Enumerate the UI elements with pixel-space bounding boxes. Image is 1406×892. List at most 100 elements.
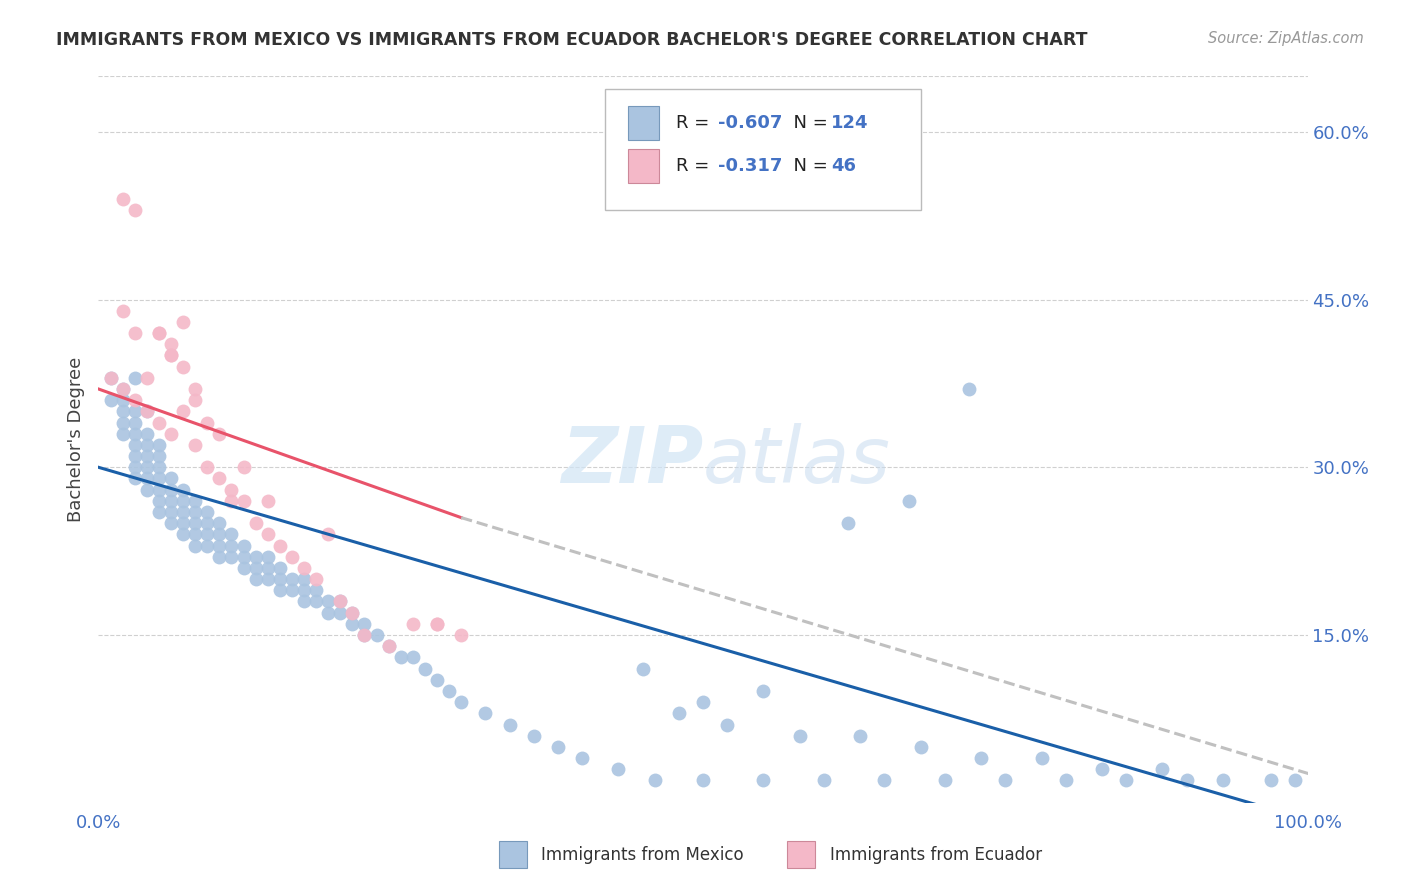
Text: Source: ZipAtlas.com: Source: ZipAtlas.com [1208,31,1364,46]
Text: IMMIGRANTS FROM MEXICO VS IMMIGRANTS FROM ECUADOR BACHELOR'S DEGREE CORRELATION : IMMIGRANTS FROM MEXICO VS IMMIGRANTS FRO… [56,31,1088,49]
Point [124,393,146,408]
Point [292,594,315,608]
Point [100,371,122,385]
Point [413,662,436,676]
Point [184,527,207,541]
Point [208,527,231,541]
Point [184,393,207,408]
Point [813,773,835,788]
Point [135,404,157,418]
Point [124,404,146,418]
Point [1284,773,1306,788]
Point [172,505,194,519]
Point [184,493,207,508]
Point [232,549,254,564]
Point [316,527,339,541]
Point [305,594,328,608]
Point [124,202,146,217]
Point [281,572,304,586]
Point [124,438,146,452]
Point [256,561,278,575]
Point [245,561,267,575]
Point [221,493,243,508]
Point [523,729,546,743]
Point [474,706,496,721]
Point [232,493,254,508]
Y-axis label: Bachelor's Degree: Bachelor's Degree [66,357,84,522]
Point [172,527,194,541]
Point [1054,773,1077,788]
Point [148,493,170,508]
Point [269,572,291,586]
Point [160,483,183,497]
Point [208,471,231,485]
Point [426,673,449,687]
Point [111,404,134,418]
Point [100,371,122,385]
Point [1152,762,1174,776]
Point [752,773,775,788]
Point [232,561,254,575]
Point [631,662,654,676]
Point [148,449,170,463]
Point [329,594,352,608]
Point [184,438,207,452]
Point [342,616,364,631]
Point [450,695,472,709]
Point [111,382,134,396]
Point [221,549,243,564]
Point [148,471,170,485]
Point [124,449,146,463]
Point [1031,751,1053,765]
Point [342,606,364,620]
Point [245,572,267,586]
Point [184,516,207,531]
Point [329,594,352,608]
Point [111,192,134,206]
Point [195,539,218,553]
Point [124,371,146,385]
Point [897,493,920,508]
Point [934,773,956,788]
Point [692,695,714,709]
Point [160,516,183,531]
Point [184,539,207,553]
Point [208,549,231,564]
Point [970,751,993,765]
Point [135,460,157,475]
Point [135,404,157,418]
Point [256,572,278,586]
Point [208,516,231,531]
Text: atlas: atlas [703,423,891,500]
Point [789,729,811,743]
Point [292,572,315,586]
Point [1115,773,1137,788]
Point [426,616,449,631]
Point [245,516,267,531]
Point [389,650,412,665]
Text: N =: N = [782,114,834,132]
Point [124,326,146,340]
Point [256,493,278,508]
Point [329,606,352,620]
Point [377,639,399,653]
Point [135,371,157,385]
Point [837,516,859,531]
Text: Immigrants from Ecuador: Immigrants from Ecuador [830,846,1042,863]
Point [148,326,170,340]
Point [402,650,425,665]
Point [111,416,134,430]
Point [221,483,243,497]
Point [111,426,134,441]
Point [195,460,218,475]
Point [160,505,183,519]
Point [160,348,183,362]
Point [124,460,146,475]
Point [111,303,134,318]
Point [111,382,134,396]
Point [292,583,315,598]
Text: 124: 124 [831,114,869,132]
Point [752,684,775,698]
Point [498,717,520,731]
Point [402,616,425,631]
